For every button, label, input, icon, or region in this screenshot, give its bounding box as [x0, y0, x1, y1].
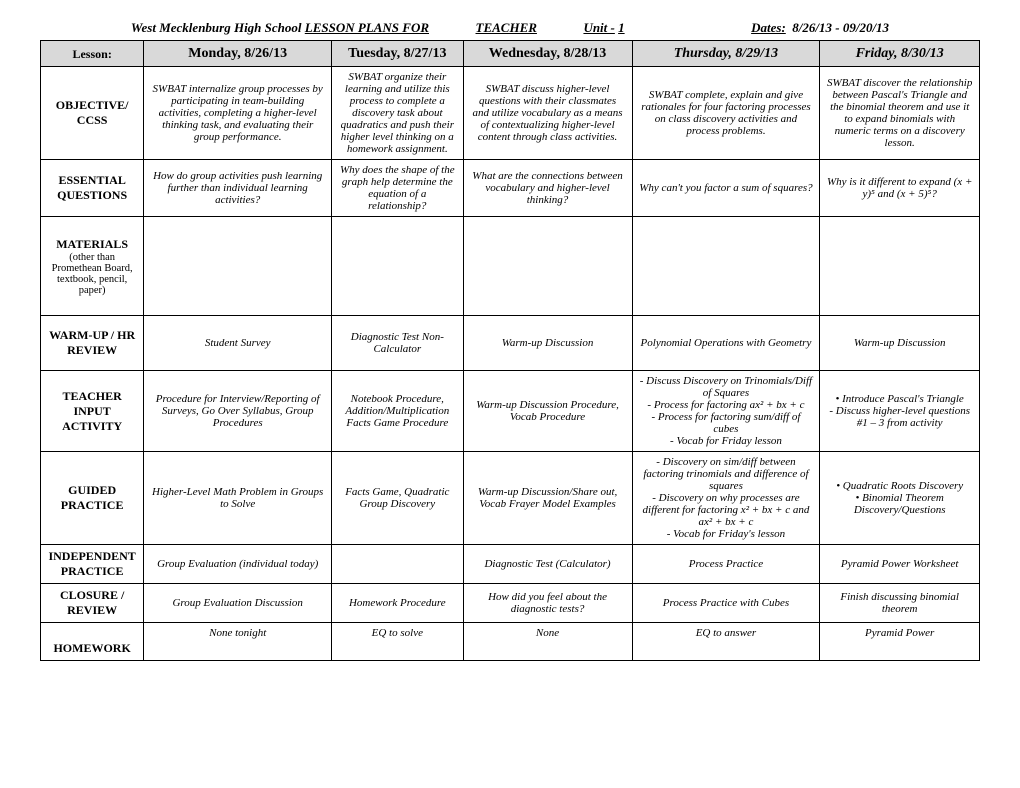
cell: • Quadratic Roots Discovery • Binomial T… — [820, 452, 980, 545]
label-indep: INDEPENDENT PRACTICE — [41, 545, 144, 584]
cell — [332, 545, 463, 584]
cell: SWBAT discover the relationship between … — [820, 67, 980, 160]
page-header: West Mecklenburg High School LESSON PLAN… — [40, 20, 980, 36]
cell: Finish discussing binomial theorem — [820, 584, 980, 623]
cell: Pyramid Power Worksheet — [820, 545, 980, 584]
materials-sub-text: (other than Promethean Board, textbook, … — [47, 252, 137, 296]
cell: Group Evaluation Discussion — [144, 584, 332, 623]
dates-value: 8/26/13 - 09/20/13 — [792, 20, 889, 35]
cell: Why does the shape of the graph help det… — [332, 160, 463, 217]
cell: SWBAT complete, explain and give rationa… — [632, 67, 820, 160]
cell — [144, 217, 332, 316]
unit-label: Unit - — [583, 20, 614, 35]
header-lesson: Lesson: — [41, 41, 144, 67]
label-homework: HOMEWORK — [41, 623, 144, 661]
label-objective: OBJECTIVE/ CCSS — [41, 67, 144, 160]
row-warmup: WARM-UP / HR REVIEW Student Survey Diagn… — [41, 316, 980, 371]
header-mon: Monday, 8/26/13 — [144, 41, 332, 67]
cell: Process Practice — [632, 545, 820, 584]
cell: - Discuss Discovery on Trinomials/Diff o… — [632, 371, 820, 452]
cell: EQ to answer — [632, 623, 820, 661]
cell — [463, 217, 632, 316]
header-wed: Wednesday, 8/28/13 — [463, 41, 632, 67]
row-guided: GUIDED PRACTICE Higher-Level Math Proble… — [41, 452, 980, 545]
lesson-plan-table: Lesson: Monday, 8/26/13 Tuesday, 8/27/13… — [40, 40, 980, 661]
row-teacher: TEACHER INPUT ACTIVITY Procedure for Int… — [41, 371, 980, 452]
label-guided: GUIDED PRACTICE — [41, 452, 144, 545]
cell: Diagnostic Test (Calculator) — [463, 545, 632, 584]
row-homework: HOMEWORK None tonight EQ to solve None E… — [41, 623, 980, 661]
row-closure: CLOSURE / REVIEW Group Evaluation Discus… — [41, 584, 980, 623]
cell: - Discovery on sim/diff between factorin… — [632, 452, 820, 545]
header-tue: Tuesday, 8/27/13 — [332, 41, 463, 67]
row-materials: MATERIALS (other than Promethean Board, … — [41, 217, 980, 316]
header-fri: Friday, 8/30/13 — [820, 41, 980, 67]
cell: • Introduce Pascal's Triangle - Discuss … — [820, 371, 980, 452]
cell: How did you feel about the diagnostic te… — [463, 584, 632, 623]
cell: Diagnostic Test Non-Calculator — [332, 316, 463, 371]
label-closure: CLOSURE / REVIEW — [41, 584, 144, 623]
cell: Why can't you factor a sum of squares? — [632, 160, 820, 217]
materials-label-text: MATERIALS — [56, 237, 128, 251]
row-eq: ESSENTIAL QUESTIONS How do group activit… — [41, 160, 980, 217]
cell: Higher-Level Math Problem in Groups to S… — [144, 452, 332, 545]
cell: EQ to solve — [332, 623, 463, 661]
cell — [820, 217, 980, 316]
cell: None tonight — [144, 623, 332, 661]
label-warmup: WARM-UP / HR REVIEW — [41, 316, 144, 371]
cell: SWBAT organize their learning and utiliz… — [332, 67, 463, 160]
row-objective: OBJECTIVE/ CCSS SWBAT internalize group … — [41, 67, 980, 160]
row-indep: INDEPENDENT PRACTICE Group Evaluation (i… — [41, 545, 980, 584]
cell: Student Survey — [144, 316, 332, 371]
cell: Procedure for Interview/Reporting of Sur… — [144, 371, 332, 452]
header-thu: Thursday, 8/29/13 — [632, 41, 820, 67]
cell: Polynomial Operations with Geometry — [632, 316, 820, 371]
label-eq: ESSENTIAL QUESTIONS — [41, 160, 144, 217]
cell: How do group activities push learning fu… — [144, 160, 332, 217]
cell — [332, 217, 463, 316]
dates-label: Dates: — [751, 20, 786, 35]
cell: Notebook Procedure, Addition/Multiplicat… — [332, 371, 463, 452]
cell: Warm-up Discussion/Share out, Vocab Fray… — [463, 452, 632, 545]
cell: Why is it different to expand (x + y)⁵ a… — [820, 160, 980, 217]
lesson-plans-for: LESSON PLANS FOR — [305, 20, 429, 35]
cell: Warm-up Discussion — [820, 316, 980, 371]
cell: Warm-up Discussion — [463, 316, 632, 371]
cell: Pyramid Power — [820, 623, 980, 661]
cell — [632, 217, 820, 316]
cell: Group Evaluation (individual today) — [144, 545, 332, 584]
cell: Process Practice with Cubes — [632, 584, 820, 623]
cell: Warm-up Discussion Procedure, Vocab Proc… — [463, 371, 632, 452]
label-teacher: TEACHER INPUT ACTIVITY — [41, 371, 144, 452]
cell: What are the connections between vocabul… — [463, 160, 632, 217]
cell: Homework Procedure — [332, 584, 463, 623]
teacher-label: TEACHER — [476, 20, 537, 35]
unit-value: 1 — [618, 20, 625, 35]
cell: None — [463, 623, 632, 661]
label-materials: MATERIALS (other than Promethean Board, … — [41, 217, 144, 316]
cell: SWBAT discuss higher-level questions wit… — [463, 67, 632, 160]
cell: SWBAT internalize group processes by par… — [144, 67, 332, 160]
school-name: West Mecklenburg High School — [131, 20, 302, 35]
cell: Facts Game, Quadratic Group Discovery — [332, 452, 463, 545]
